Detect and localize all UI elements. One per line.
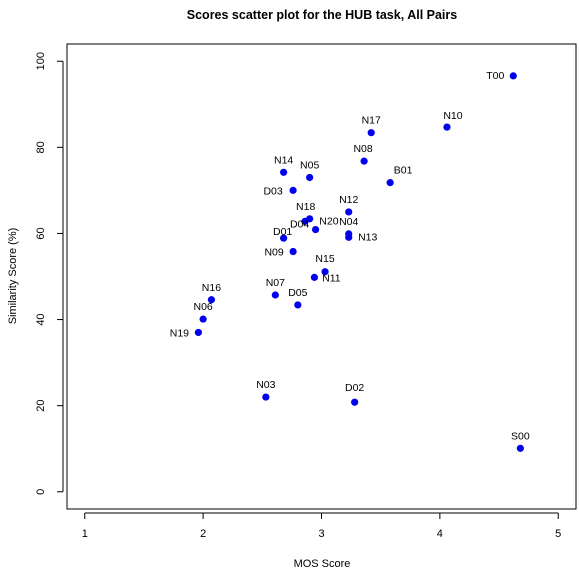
y-tick-label: 100 — [35, 52, 47, 70]
point-label: N11 — [322, 272, 341, 284]
point-label: N04 — [339, 216, 358, 228]
data-point — [311, 225, 320, 234]
x-tick-label: 3 — [318, 528, 324, 540]
point-label: N15 — [315, 253, 334, 265]
data-point — [294, 301, 302, 309]
point-label: N12 — [339, 194, 358, 206]
y-tick-label: 0 — [35, 489, 47, 495]
y-axis: 0 20 40 60 80 100 — [35, 52, 64, 495]
plot-frame — [66, 43, 577, 510]
data-point — [345, 208, 353, 216]
y-tick-label: 60 — [35, 227, 47, 239]
x-axis-label: MOS Score — [294, 558, 351, 570]
point-label: N07 — [266, 277, 285, 289]
x-axis: 1 2 3 4 5 — [82, 512, 561, 540]
data-point — [207, 296, 216, 304]
data-point — [516, 444, 524, 452]
data-point — [271, 291, 279, 299]
data-point — [351, 398, 359, 406]
chart-title: Scores scatter plot for the HUB task, Al… — [187, 8, 458, 22]
point-label: N18 — [296, 201, 315, 213]
point-label: S00 — [511, 430, 530, 442]
y-tick-label: 20 — [35, 400, 47, 412]
data-points — [194, 72, 524, 452]
y-axis-label: Similarity Score (%) — [7, 228, 19, 325]
point-label: N09 — [264, 247, 283, 259]
data-point — [443, 123, 451, 131]
data-point — [310, 273, 318, 281]
x-tick-label: 4 — [437, 528, 443, 540]
x-tick-label: 2 — [200, 528, 206, 540]
data-point — [367, 129, 375, 137]
data-point — [199, 315, 207, 323]
y-tick-label: 80 — [35, 141, 47, 153]
point-label: N13 — [358, 231, 377, 243]
x-tick-label: 1 — [82, 528, 88, 540]
data-point — [194, 328, 202, 337]
data-point — [509, 72, 517, 80]
data-point — [301, 217, 309, 225]
point-label: D04 — [290, 219, 309, 231]
data-point — [289, 186, 297, 194]
point-label: N08 — [353, 143, 372, 155]
data-point — [345, 233, 353, 241]
point-label: N05 — [300, 159, 319, 171]
data-point — [306, 173, 314, 182]
point-label: N20 — [319, 215, 338, 227]
point-label: B01 — [394, 165, 413, 177]
x-tick-label: 5 — [555, 528, 561, 540]
point-label: N03 — [256, 379, 275, 391]
data-point — [280, 168, 288, 176]
point-label: N06 — [193, 301, 212, 313]
data-point — [386, 179, 394, 187]
data-point — [280, 234, 288, 242]
point-label: N10 — [443, 110, 462, 122]
y-tick-label: 40 — [35, 313, 47, 325]
point-label: N14 — [274, 154, 293, 166]
point-label: D05 — [288, 287, 307, 299]
data-point — [289, 247, 297, 256]
point-label: D03 — [263, 185, 282, 197]
point-label: N17 — [362, 115, 381, 127]
point-label: D01 — [273, 226, 292, 238]
point-label: D02 — [345, 382, 364, 394]
point-label: T00 — [486, 70, 504, 82]
data-point — [262, 393, 270, 401]
point-label: N16 — [202, 282, 221, 294]
data-point — [360, 157, 368, 165]
point-label: N19 — [170, 327, 189, 339]
data-point — [321, 268, 329, 276]
